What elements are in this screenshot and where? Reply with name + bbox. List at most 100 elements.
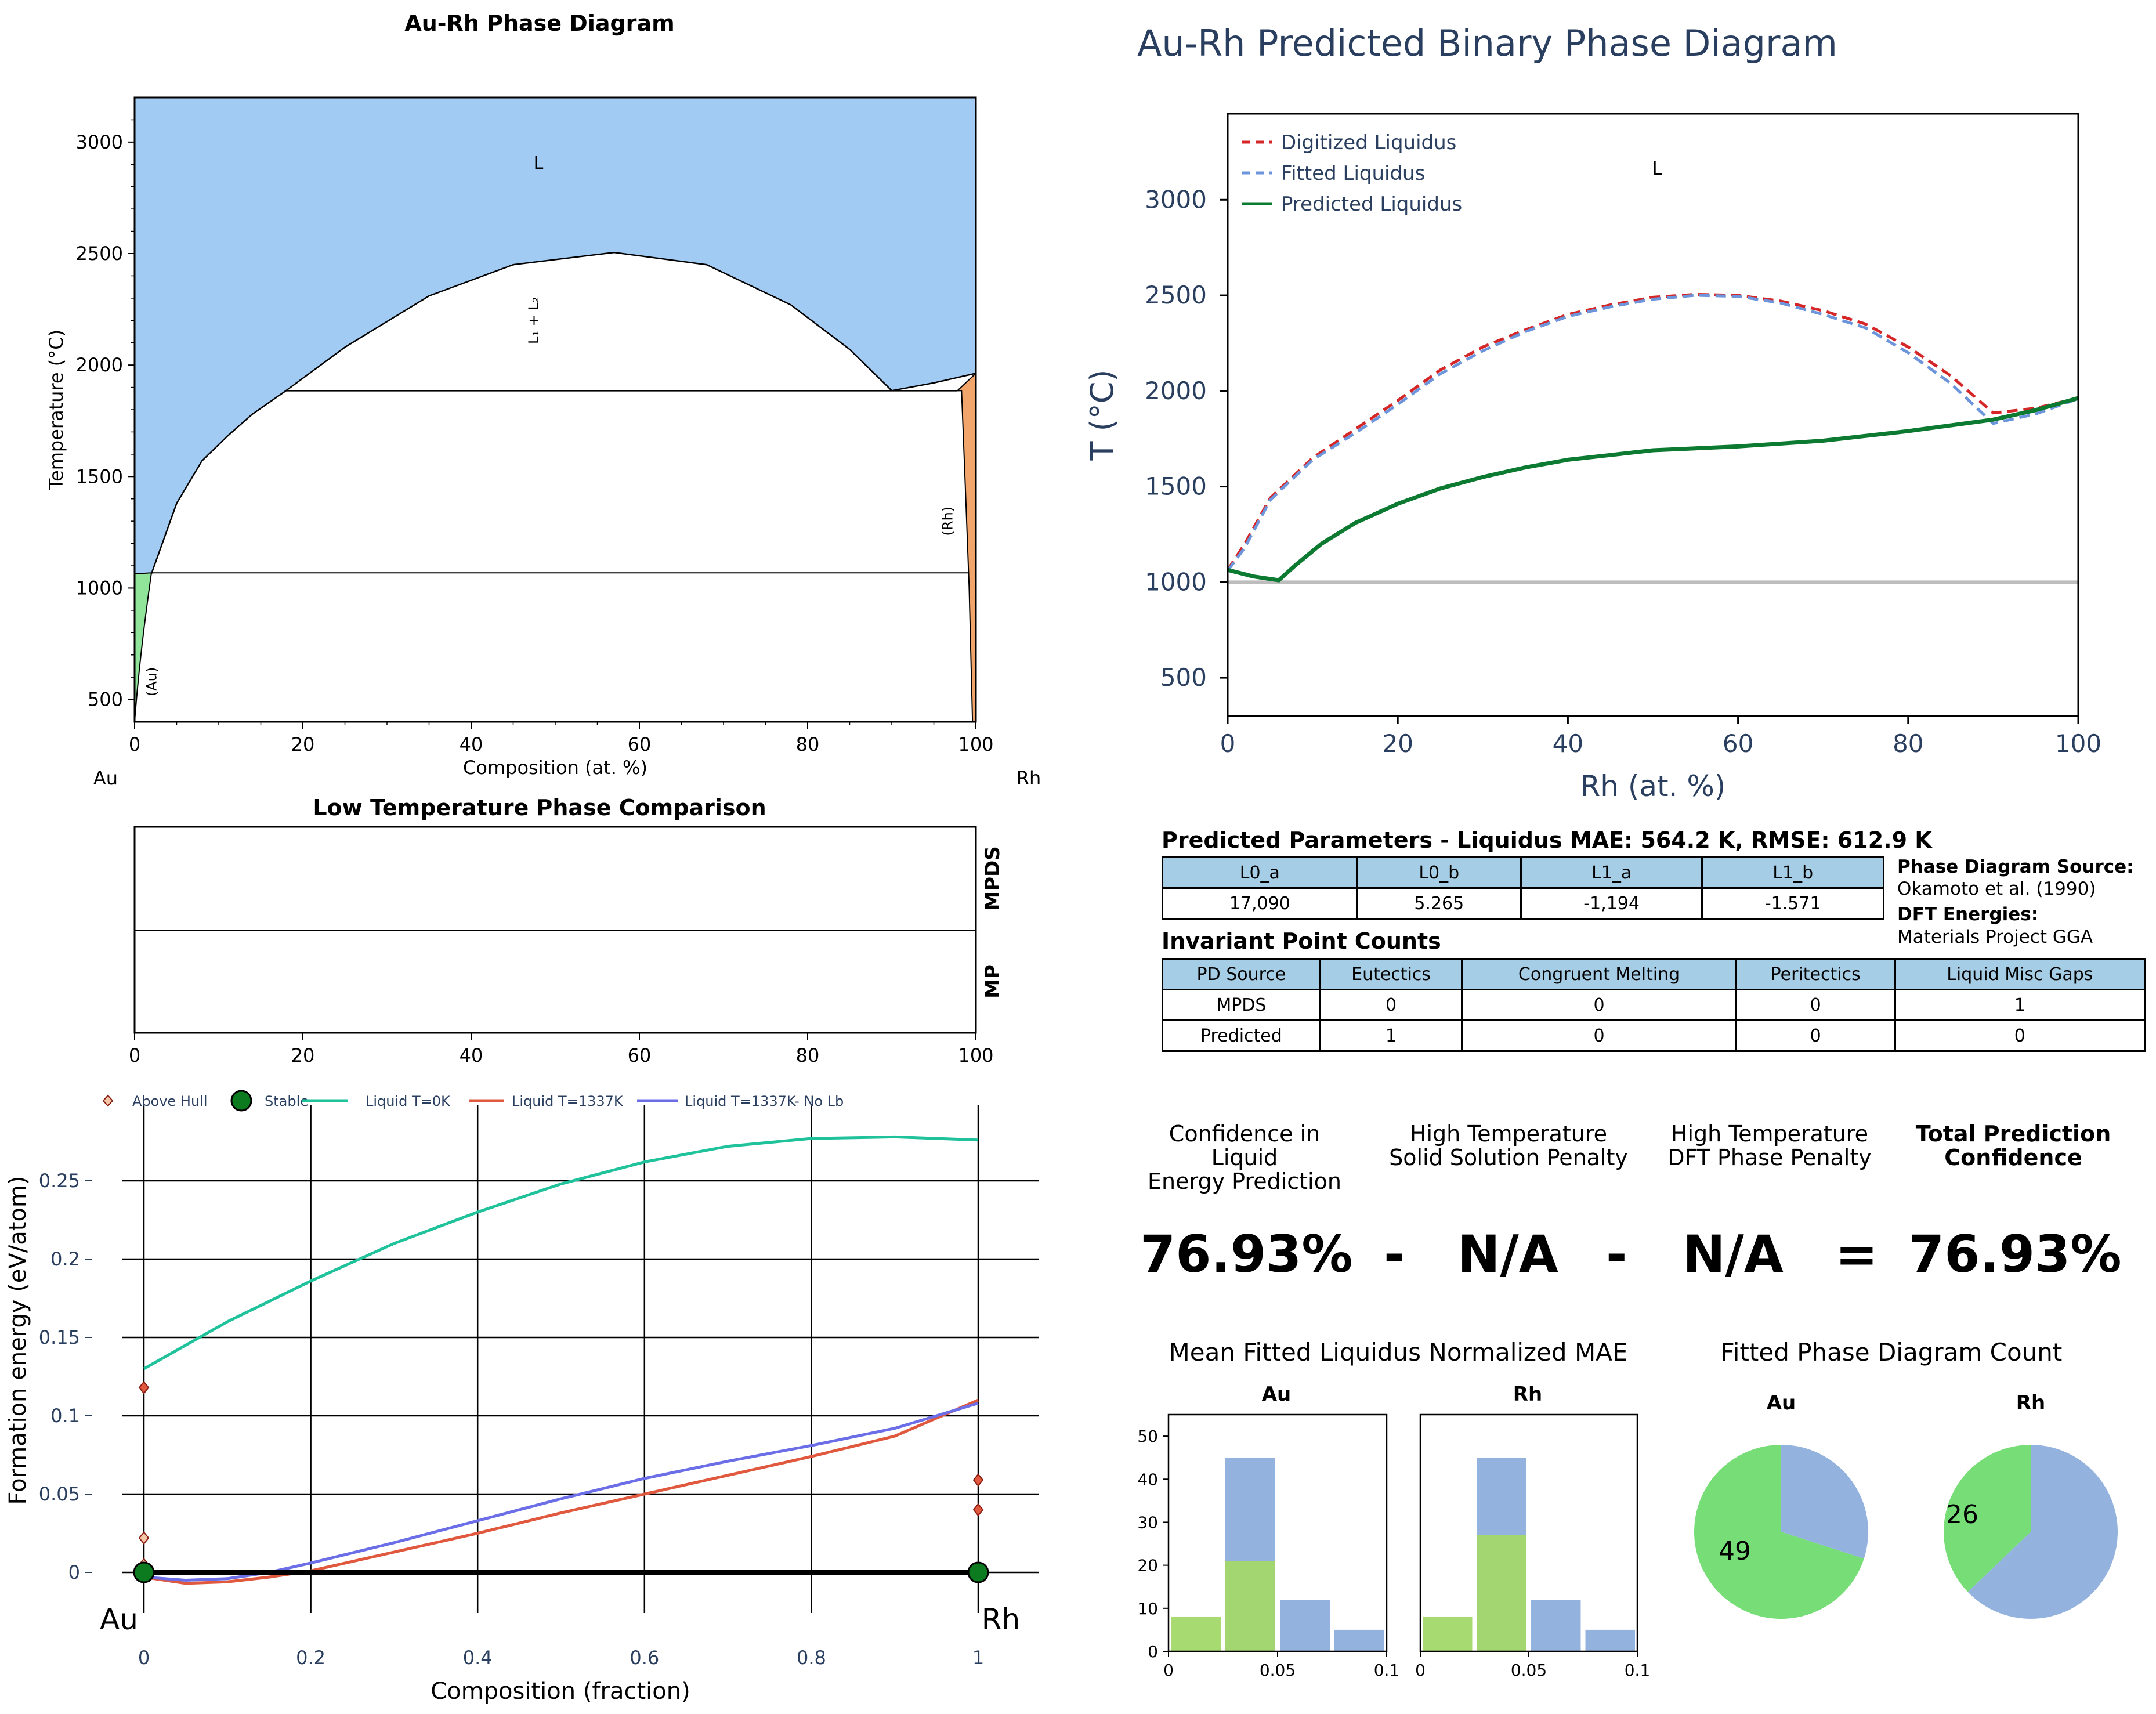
x-tick-label: 80 <box>796 733 820 755</box>
formation-line <box>143 1135 979 1371</box>
phase-diagram-title: Au-Rh Phase Diagram <box>404 10 675 36</box>
param-header: L0_b <box>1356 856 1522 889</box>
above-hull-marker <box>972 1503 984 1517</box>
x-tick-label: 40 <box>460 733 483 755</box>
x-axis-label: Composition (fraction) <box>431 1678 690 1705</box>
invariant-header: Peritectics <box>1735 958 1896 990</box>
hist-bar-green <box>1423 1617 1473 1651</box>
invariant-header: Congruent Melting <box>1461 958 1737 990</box>
left-element-label: Au <box>100 1603 138 1636</box>
x-tick-label: 20 <box>1382 729 1413 758</box>
invariant-header: Eutectics <box>1319 958 1463 990</box>
stable-marker <box>967 1561 989 1583</box>
confidence-heading-2: High Temperature Solid Solution Penalty <box>1381 1122 1636 1170</box>
predicted-title: Au-Rh Predicted Binary Phase Diagram <box>1137 22 1837 64</box>
x-tick-label: 0.05 <box>1260 1661 1296 1680</box>
y-tick-label: 20 <box>1137 1556 1158 1575</box>
y-tick-label: 0.25 <box>39 1170 80 1192</box>
x-tick-label: 20 <box>291 1044 315 1066</box>
confidence-value-total: 76.93% <box>1909 1224 2122 1284</box>
x-tick-label: 0 <box>138 1647 150 1669</box>
x-tick-label: 0.8 <box>797 1647 826 1669</box>
dft-source-label: DFT Energies: <box>1897 904 2039 925</box>
legend-label: Liquid T=0K <box>366 1093 451 1109</box>
pie-slice <box>1944 1445 2031 1592</box>
confidence-heading-line: Confidence <box>1944 1145 2082 1170</box>
x-tick-label: 0.05 <box>1511 1661 1547 1680</box>
count-title: Fitted Phase Diagram Count <box>1720 1338 2063 1366</box>
liquidus-line <box>135 373 976 575</box>
invariant-cell: 0 <box>1319 989 1463 1021</box>
dft-source-value: Materials Project GGA <box>1897 927 2093 948</box>
x-axis-label: Composition (at. %) <box>463 757 647 779</box>
confidence-heading-3: High Temperature DFT Phase Penalty <box>1654 1122 1886 1170</box>
y-tick-label: 0.1 <box>50 1405 80 1427</box>
formation-line <box>143 1402 979 1582</box>
y-tick-label: 40 <box>1137 1470 1158 1489</box>
mae-title: Mean Fitted Liquidus Normalized MAE <box>1169 1338 1628 1366</box>
y-axis-label: Formation energy (eV/atom) <box>5 1176 31 1505</box>
legend-label: Liquid T=1337K- No Lb <box>685 1093 844 1109</box>
x-tick-label: 0.6 <box>630 1647 659 1669</box>
y-tick-label: 2500 <box>76 243 123 265</box>
x-tick-label: 100 <box>2055 729 2101 758</box>
invariants-title: Invariant Point Counts <box>1162 928 1441 954</box>
x-tick-label: 20 <box>291 733 315 755</box>
y-tick-label: 0.05 <box>39 1483 80 1505</box>
confidence-heading-4: Total Prediction Confidence <box>1903 1122 2124 1170</box>
invariant-cell: Predicted <box>1162 1019 1321 1052</box>
au-solid-region <box>134 572 153 722</box>
y-tick-label: 2000 <box>76 354 123 376</box>
x-tick-label: 0.1 <box>1625 1661 1651 1680</box>
param-value: 17,090 <box>1162 887 1358 920</box>
param-header: L0_a <box>1162 856 1358 889</box>
pd-source-value: Okamoto et al. (1990) <box>1897 878 2096 899</box>
y-tick-label: 0.15 <box>39 1326 80 1348</box>
pie-slice <box>1694 1445 1864 1619</box>
region-label-misc: L₁ + L₂ <box>526 297 542 344</box>
pie-label: 26 <box>1946 1500 1978 1529</box>
invariant-cell: 1 <box>1894 989 2146 1021</box>
param-value: -1,194 <box>1520 887 1703 920</box>
low-temp-chart: MPDS MP 0 20 40 60 80 100 <box>129 826 1004 1066</box>
x-tick-label: 0.4 <box>463 1647 493 1669</box>
pie-label: 49 <box>1719 1536 1751 1566</box>
x-tick-label: 0 <box>1415 1661 1426 1680</box>
confidence-operator: - <box>1384 1224 1405 1284</box>
invariant-cell: 0 <box>1735 989 1896 1021</box>
y-tick-label: 500 <box>1160 663 1207 692</box>
phase-diagram-chart: L L₁ + L₂ (Au) (Rh) 0 20 40 60 80 100 500 1000 1500 2… <box>45 96 1041 789</box>
pie-subtitle-au: Au <box>1766 1391 1796 1415</box>
pie-slice <box>1781 1445 1868 1559</box>
x-tick-label: 100 <box>958 1044 993 1066</box>
y-tick-label: 500 <box>88 689 123 711</box>
low-temp-title: Low Temperature Phase Comparison <box>313 795 766 820</box>
miscibility-gap-region <box>284 251 894 392</box>
left-element-label: Au <box>93 767 118 789</box>
param-header: L1_a <box>1520 856 1703 889</box>
hist-bar-green <box>1225 1561 1275 1651</box>
y-tick-label: 1000 <box>1145 567 1207 596</box>
y-tick-label: 1000 <box>76 577 123 599</box>
x-tick-label: 0 <box>1163 1661 1174 1680</box>
legend-label: Fitted Liquidus <box>1281 162 1425 185</box>
pie-subtitle-rh: Rh <box>2016 1391 2046 1415</box>
plot-frame <box>1227 113 2079 717</box>
confidence-heading-line: Total Prediction <box>1915 1121 2111 1147</box>
params-table: L0_a L0_b L1_a L1_b 17,090 5.265 -1,194 … <box>1162 856 1884 920</box>
x-tick-label: 1 <box>972 1647 984 1669</box>
x-tick-label: 80 <box>796 1044 820 1066</box>
y-tick-label: 1500 <box>76 465 123 487</box>
x-tick-label: 0.2 <box>296 1647 325 1669</box>
confidence-heading-1: Confidence in Liquid Energy Prediction <box>1134 1122 1355 1194</box>
legend-label: Liquid T=1337K <box>512 1093 624 1109</box>
invariant-cell: 0 <box>1735 1019 1896 1052</box>
region-label-liquid: L <box>1652 157 1662 179</box>
confidence-operator: = <box>1835 1224 1878 1284</box>
hist-bar-green <box>1477 1535 1526 1651</box>
mae-subtitle-au: Au <box>1261 1383 1292 1406</box>
param-header: L1_b <box>1701 856 1884 889</box>
above-hull-marker <box>138 1531 150 1545</box>
right-element-label: Rh <box>1016 767 1041 789</box>
